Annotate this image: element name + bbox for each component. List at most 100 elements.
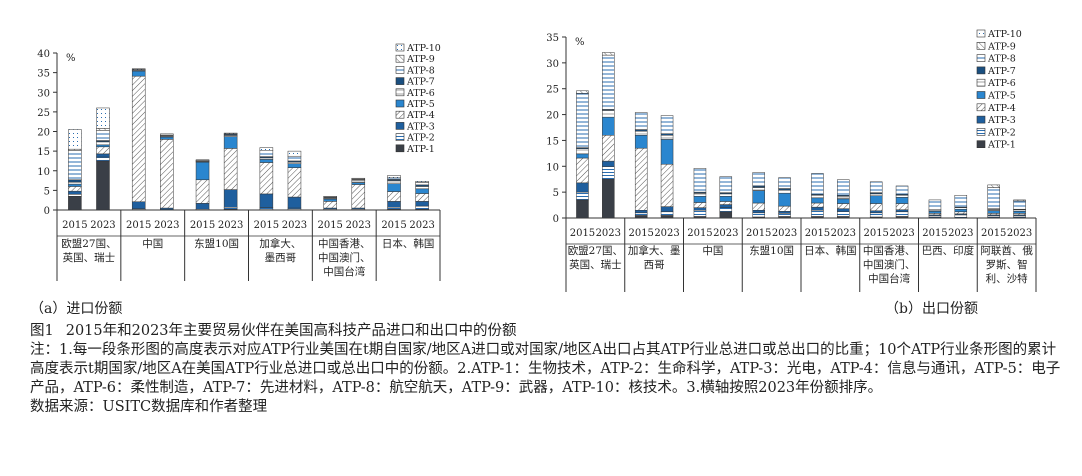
bar-segment-atp-5 bbox=[987, 210, 1000, 214]
bar-segment-atp-2 bbox=[660, 211, 674, 216]
bar-segment-atp-4 bbox=[634, 147, 648, 211]
bar-segment-atp-4 bbox=[96, 146, 110, 155]
legend-swatch bbox=[976, 78, 986, 87]
y-axis-unit: % bbox=[66, 53, 76, 64]
bar-segment-atp-1 bbox=[602, 178, 615, 219]
legend-label: ATP-2 bbox=[987, 127, 1016, 138]
bar-segment-atp-1 bbox=[576, 199, 589, 219]
bar-segment-atp-5 bbox=[195, 161, 210, 181]
y-tick-label: 35 bbox=[546, 33, 559, 44]
year-tick-label: 2015 bbox=[254, 220, 279, 231]
category-label-line: 日本、韩国 bbox=[804, 244, 857, 257]
bar-segment-atp-10 bbox=[68, 129, 82, 150]
bar-segment-atp-6 bbox=[869, 193, 883, 197]
bar-segment-atp-5 bbox=[752, 190, 765, 204]
y-tick-label: 40 bbox=[37, 49, 50, 60]
category-label-line: 中国澳门、 bbox=[863, 258, 916, 271]
category-label-line: 中国 bbox=[142, 237, 163, 250]
bar-segment-atp-9 bbox=[1013, 199, 1026, 202]
bar-segment-atp-4 bbox=[387, 191, 401, 202]
bar-segment-atp-8 bbox=[415, 182, 429, 186]
category-label: 中国 bbox=[142, 237, 163, 250]
bar-segment-atp-6 bbox=[602, 110, 615, 118]
figure-note: 注：1.每一段条形图的高度表示对应ATP行业美国在t期自国家/地区A进口或对国家… bbox=[30, 342, 1061, 396]
bar-segment-atp-5 bbox=[351, 182, 366, 185]
bar-segment-atp-5 bbox=[634, 135, 648, 149]
bar-segment-atp-8 bbox=[602, 54, 615, 110]
bar-segment-atp-8 bbox=[837, 179, 850, 196]
bar-segment-atp-4 bbox=[895, 203, 909, 210]
bar-segment-atp-6 bbox=[778, 189, 791, 194]
bar-segment-atp-5 bbox=[287, 163, 302, 168]
bar-segment-atp-8 bbox=[811, 173, 824, 195]
legend-swatch bbox=[976, 66, 986, 75]
bar-segment-atp-2 bbox=[811, 209, 824, 217]
bar-segment-atp-2 bbox=[223, 207, 238, 210]
bar-segment-atp-2 bbox=[415, 205, 429, 210]
bar-segment-atp-4 bbox=[576, 157, 589, 184]
bar-segment-atp-10 bbox=[287, 150, 302, 157]
figure-caption: 图1 2015年和2023年主要贸易伙伴在美国高科技产品进口和出口中的份额 注：1… bbox=[30, 322, 1070, 417]
year-tick-label: 2023 bbox=[282, 220, 307, 231]
bar-segment-atp-3 bbox=[68, 190, 82, 195]
bar-segment-atp-3 bbox=[837, 208, 850, 212]
bar-segment-atp-2 bbox=[634, 212, 648, 216]
year-tick-label: 2015 bbox=[922, 228, 947, 239]
figure-number: 图1 bbox=[30, 323, 54, 339]
category-label: 中国香港、中国澳门、中国台湾 bbox=[318, 237, 371, 278]
year-tick-label: 2015 bbox=[126, 220, 151, 231]
legend-swatch bbox=[976, 41, 986, 50]
bar-segment-atp-8 bbox=[576, 93, 589, 148]
category-label-line: 东盟10国 bbox=[749, 244, 794, 257]
bar-segment-atp-8 bbox=[869, 181, 883, 193]
year-tick-label: 2015 bbox=[62, 220, 87, 231]
bar-segment-atp-3 bbox=[415, 201, 429, 207]
bar-segment-atp-5 bbox=[719, 196, 733, 202]
subtitle-import: （a）进口份额 bbox=[30, 301, 123, 317]
bar-segment-atp-4 bbox=[131, 75, 146, 203]
category-label: 东盟10国 bbox=[749, 244, 794, 257]
bar-segment-atp-9 bbox=[576, 90, 589, 94]
bar-segment-atp-8 bbox=[954, 194, 968, 208]
legend-swatch bbox=[395, 88, 405, 97]
y-tick-label: 5 bbox=[44, 186, 50, 197]
bar-segment-atp-10 bbox=[351, 177, 366, 180]
legend-label: ATP-7 bbox=[406, 77, 435, 88]
category-label-line: 阿联酋、俄 bbox=[980, 244, 1033, 257]
legend-label: ATP-5 bbox=[987, 91, 1016, 102]
year-tick-label: 2015 bbox=[687, 228, 712, 239]
bar-segment-atp-4 bbox=[954, 211, 968, 215]
bar-segment-atp-5 bbox=[415, 188, 429, 194]
bar-segment-atp-8 bbox=[259, 150, 274, 157]
year-tick-label: 2015 bbox=[805, 228, 830, 239]
bar-segment-atp-6 bbox=[387, 180, 401, 184]
legend-label: ATP-4 bbox=[987, 103, 1016, 114]
legend-swatch bbox=[395, 110, 405, 119]
bar-segment-atp-4 bbox=[287, 167, 302, 198]
y-tick-label: 30 bbox=[37, 88, 50, 99]
legend-swatch bbox=[976, 54, 986, 62]
category-label: 加拿大、墨西哥 bbox=[259, 237, 301, 264]
legend-label: ATP-2 bbox=[406, 133, 435, 144]
bar-segment-atp-1 bbox=[660, 215, 674, 219]
bar-segment-atp-3 bbox=[634, 209, 648, 214]
year-tick-label: 2023 bbox=[346, 220, 371, 231]
category-label-line: 英国、瑞士 bbox=[569, 258, 622, 271]
bar-segment-atp-8 bbox=[778, 177, 791, 189]
legend-label: ATP-6 bbox=[406, 88, 435, 99]
bar-segment-atp-4 bbox=[259, 162, 274, 195]
bar-segment-atp-2 bbox=[719, 207, 733, 213]
bar-segment-atp-5 bbox=[160, 136, 174, 140]
bar-segment-atp-8 bbox=[96, 130, 110, 141]
bar-segment-atp-4 bbox=[752, 202, 765, 211]
legend-swatch bbox=[395, 43, 405, 52]
bar-segment-atp-4 bbox=[811, 202, 824, 208]
bar-segment-atp-1 bbox=[96, 160, 110, 211]
bar-segment-atp-2 bbox=[752, 212, 765, 218]
bar-segment-atp-10 bbox=[223, 132, 238, 135]
category-label: 欧盟27国、英国、瑞士 bbox=[61, 238, 116, 264]
legend-swatch bbox=[976, 91, 986, 99]
category-label: 中国香港、中国澳门、中国台湾 bbox=[863, 244, 916, 285]
category-label-line: 欧盟27国、 bbox=[61, 238, 116, 250]
